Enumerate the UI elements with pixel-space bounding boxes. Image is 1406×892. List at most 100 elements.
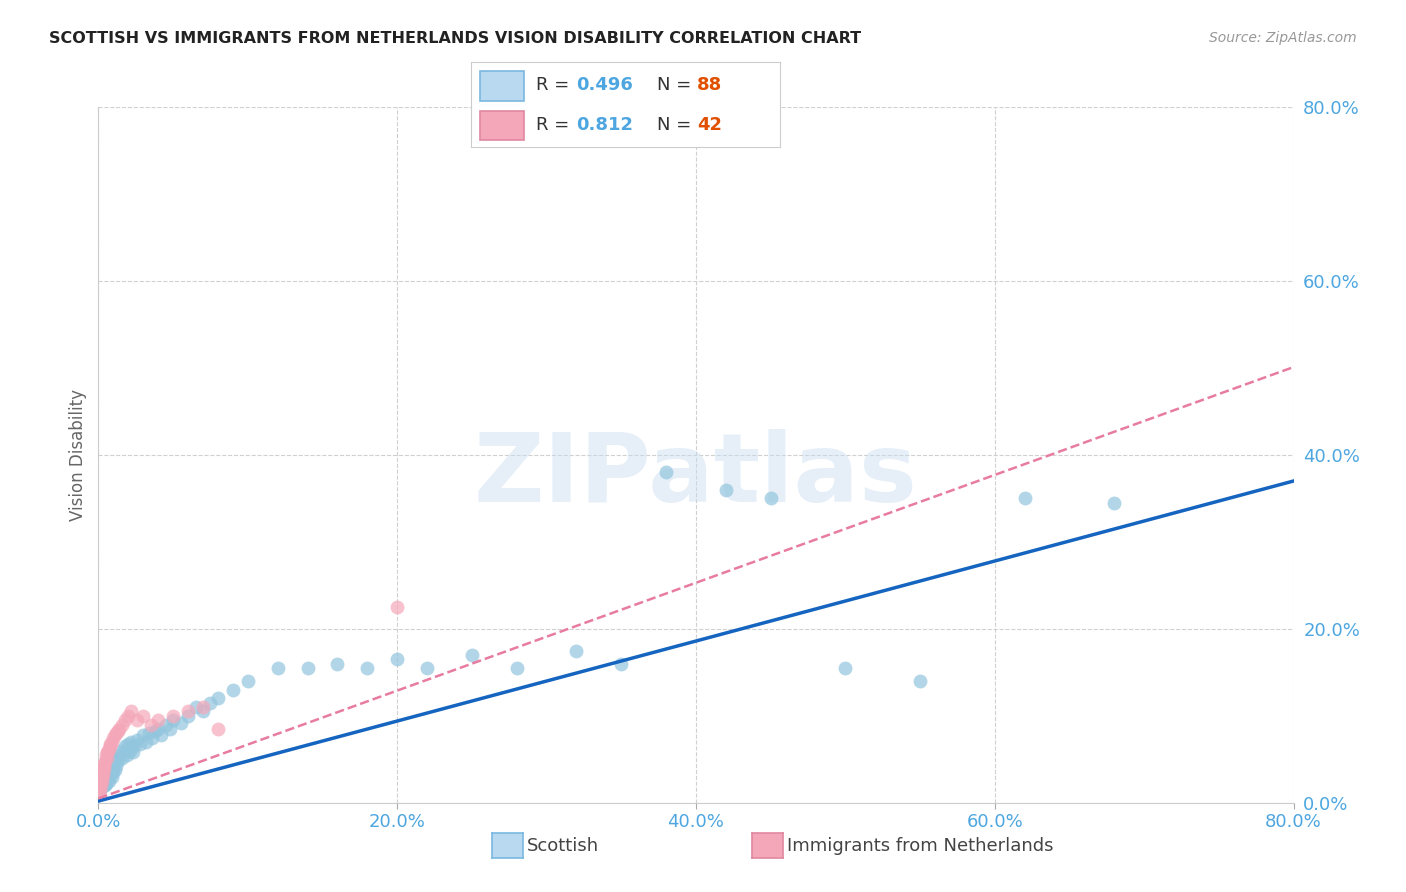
Point [100,763,122,777]
Point [135,735,157,749]
Point [150,728,173,742]
Point [127,713,149,727]
Point [94,778,117,792]
Point [93,759,115,773]
FancyBboxPatch shape [481,71,523,101]
Point [100,737,122,751]
Point [117,708,139,723]
Text: SCOTTISH VS IMMIGRANTS FROM NETHERLANDS VISION DISABILITY CORRELATION CHART: SCOTTISH VS IMMIGRANTS FROM NETHERLANDS … [49,31,862,46]
Point [141,731,163,745]
Point [101,735,124,749]
Point [96,774,118,789]
Point [117,737,139,751]
Point [129,737,152,751]
Point [177,705,200,719]
Point [94,747,117,762]
Point [89,782,111,797]
Point [94,765,117,780]
Point [96,750,118,764]
Point [169,715,191,730]
Point [97,765,120,780]
Point [93,774,115,789]
Point [207,722,229,736]
Point [96,768,118,782]
Point [118,744,141,758]
Point [100,765,122,780]
Point [104,752,127,766]
Text: Immigrants from Netherlands: Immigrants from Netherlands [787,837,1054,855]
Point [155,717,177,731]
Point [162,713,184,727]
Point [90,777,112,791]
Point [101,765,124,780]
Point [111,717,134,731]
Point [91,765,114,780]
Point [759,491,782,506]
Point [148,722,170,736]
Point [100,759,122,773]
Point [94,754,117,768]
Point [714,483,737,497]
Point [148,713,170,727]
Point [93,772,115,786]
Point [104,728,127,742]
Point [159,722,181,736]
Point [115,747,138,762]
Point [98,768,121,782]
Point [416,661,439,675]
Point [90,777,112,791]
Point [655,466,678,480]
FancyBboxPatch shape [481,111,523,140]
Point [93,761,115,775]
Text: 0.812: 0.812 [576,116,633,134]
Point [91,780,114,794]
Point [107,724,129,739]
Point [96,745,118,759]
Point [112,745,135,759]
Point [105,726,128,740]
Point [127,733,149,747]
Point [222,682,245,697]
Point [110,744,132,758]
Point [97,763,120,777]
Point [103,731,125,745]
Point [267,661,290,675]
Point [90,772,112,786]
Point [132,728,155,742]
Point [207,691,229,706]
Point [94,772,117,786]
Text: 88: 88 [697,77,723,95]
Point [461,648,484,662]
Point [100,770,122,784]
Point [177,708,200,723]
Point [138,726,160,740]
Point [107,754,129,768]
Point [1014,491,1036,506]
Point [97,770,120,784]
Point [98,761,121,775]
Point [90,780,112,794]
Point [610,657,633,671]
Point [96,777,118,791]
Point [184,700,207,714]
Point [191,700,214,714]
Text: N =: N = [657,116,696,134]
Point [132,708,155,723]
Point [108,747,131,762]
Point [91,763,114,777]
Point [89,780,111,794]
Point [97,744,120,758]
Point [834,661,856,675]
Point [124,739,146,754]
Point [101,756,124,771]
Text: Source: ZipAtlas.com: Source: ZipAtlas.com [1209,31,1357,45]
Point [103,761,125,775]
Text: R =: R = [536,77,575,95]
Point [90,770,112,784]
Point [97,772,120,786]
Point [93,756,115,771]
Y-axis label: Vision Disability: Vision Disability [69,389,87,521]
Point [565,643,588,657]
Point [89,787,111,801]
Point [103,754,125,768]
